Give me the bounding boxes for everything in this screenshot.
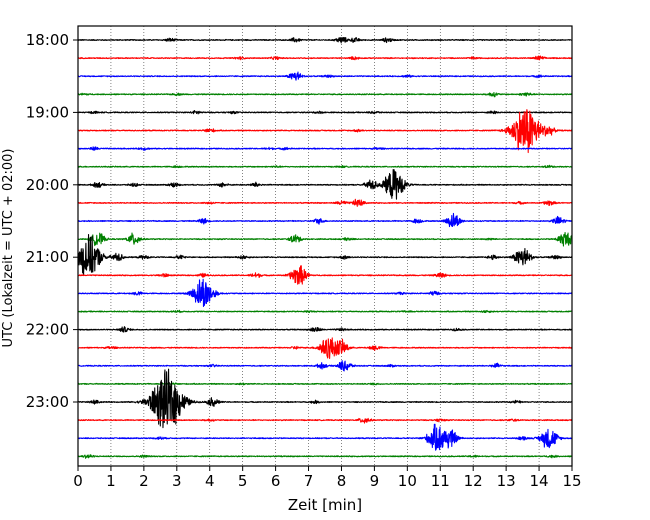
x-tick-label: 15 [562, 472, 581, 490]
seismogram-trace [78, 360, 572, 372]
x-tick-label: 12 [464, 472, 483, 490]
plot-frame [77, 25, 573, 467]
y-tick-label: 23:00 [26, 393, 69, 411]
seismogram-trace [78, 382, 572, 386]
y-tick-label: 20:00 [26, 176, 69, 194]
x-tick-label: 14 [530, 472, 549, 490]
seismogram-trace [78, 233, 572, 275]
y-tick-label: 21:00 [26, 248, 69, 266]
x-axis-ticks: 0 1 2 3 4 5 6 7 8 9 10 11 12 13 14 15 [73, 466, 582, 490]
x-tick-label: 10 [398, 472, 417, 490]
y-axis-ticks: 18:00 19:00 20:00 21:00 22:00 23:00 [26, 31, 78, 411]
seismogram-traces [78, 36, 572, 459]
seismogram-trace [78, 368, 572, 429]
y-tick-label: 22:00 [26, 321, 69, 339]
seismogram-trace [78, 278, 572, 308]
seismogram-trace [78, 71, 572, 81]
seismogram-trace [78, 265, 572, 285]
seismogram-trace [78, 91, 572, 98]
seismogram-trace [78, 36, 572, 44]
seismogram-trace [78, 326, 572, 333]
y-axis-label: UTC (Lokalzeit = UTC + 02:00) [1, 149, 16, 348]
seismogram-trace [78, 423, 572, 451]
y-tick-label: 18:00 [26, 31, 69, 49]
x-tick-label: 9 [370, 472, 380, 490]
x-tick-label: 6 [271, 472, 281, 490]
seismogram-trace [78, 146, 572, 151]
x-tick-label: 3 [172, 472, 182, 490]
seismogram-trace [78, 417, 572, 424]
x-tick-label: 5 [238, 472, 248, 490]
seismogram-trace [78, 231, 572, 247]
x-tick-label: 1 [106, 472, 116, 490]
seismogram-trace [78, 168, 572, 200]
seismogram-trace [78, 337, 572, 359]
seismogram-trace [78, 212, 572, 228]
seismogram-trace [78, 109, 572, 115]
x-axis-label: Zeit [min] [288, 496, 362, 514]
x-tick-label: 2 [139, 472, 149, 490]
x-tick-label: 11 [431, 472, 450, 490]
y-tick-label: 19:00 [26, 103, 69, 121]
seismogram-trace [78, 454, 572, 459]
x-tick-label: 7 [304, 472, 314, 490]
seismogram-trace [78, 198, 572, 207]
seismogram-trace [78, 164, 572, 169]
x-tick-label: 8 [337, 472, 347, 490]
x-tick-label: 13 [497, 472, 516, 490]
x-tick-label: 0 [73, 472, 83, 490]
seismogram-trace [78, 55, 572, 61]
seismogram-trace [78, 109, 572, 154]
x-tick-label: 4 [205, 472, 215, 490]
seismogram-trace [78, 309, 572, 314]
